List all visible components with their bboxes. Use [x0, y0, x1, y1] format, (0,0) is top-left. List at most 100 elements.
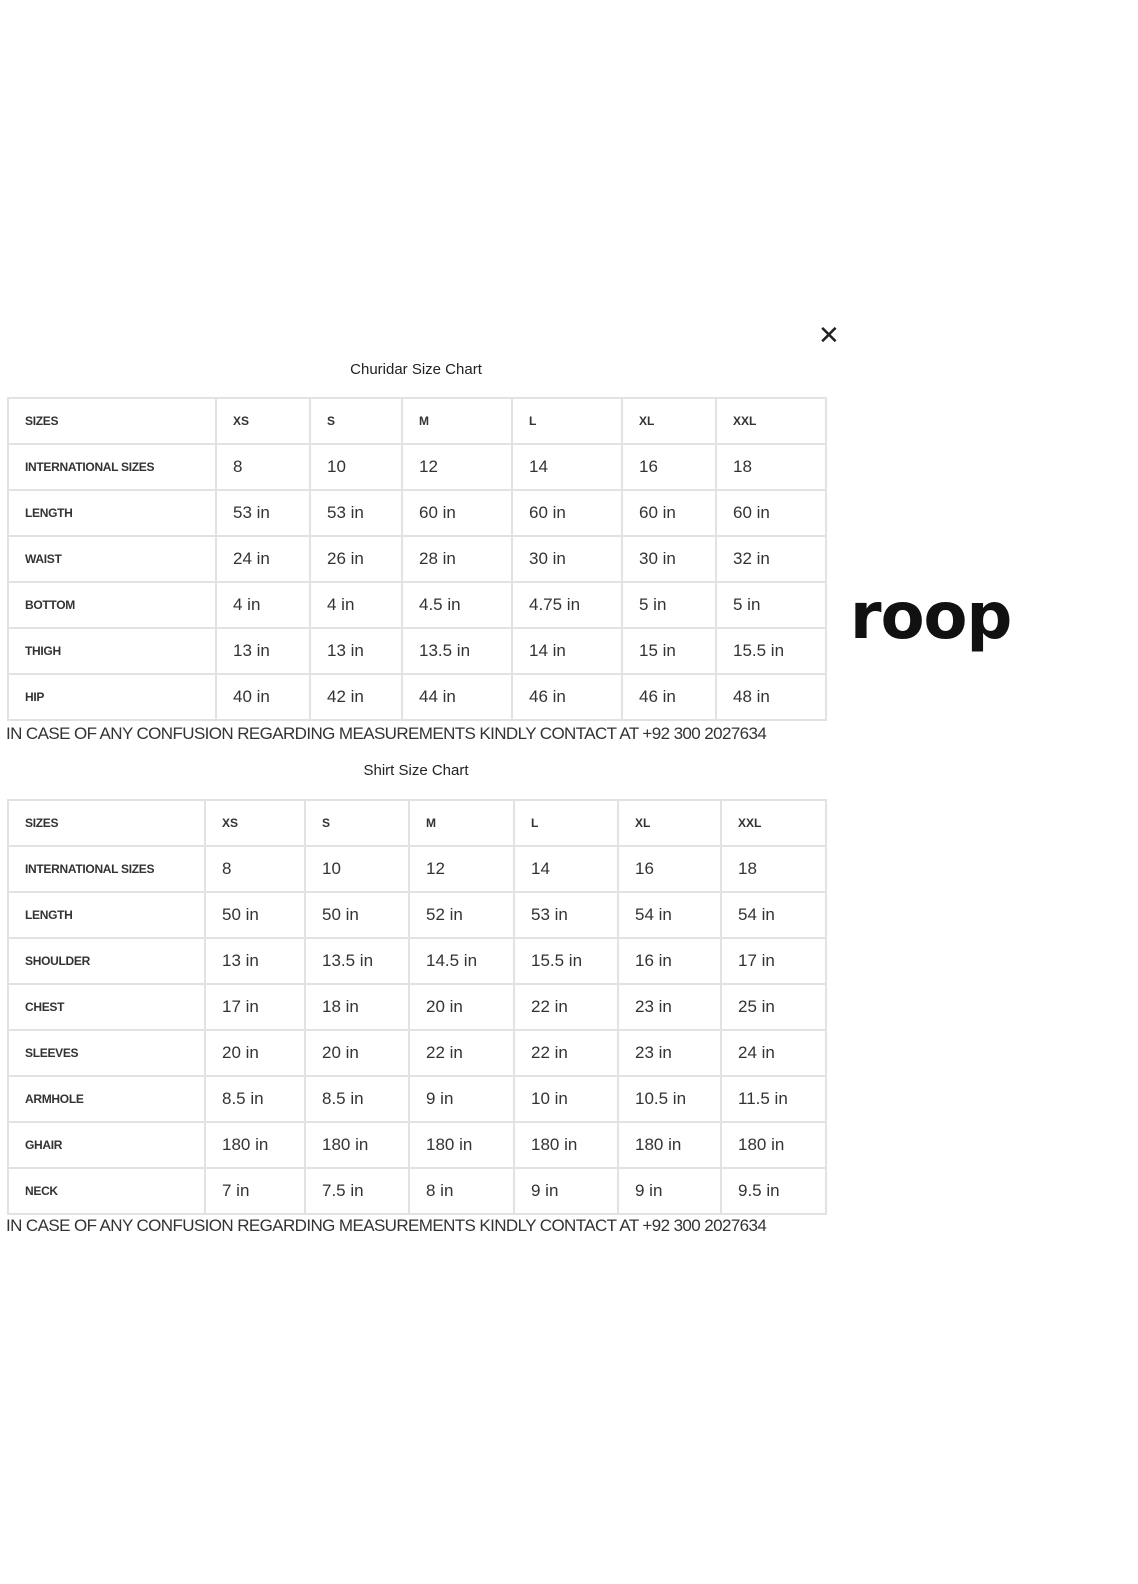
table-row: LENGTH 53 in 53 in 60 in 60 in 60 in 60 in [7, 489, 827, 537]
table-cell: 4.5 in [401, 581, 513, 629]
table-cell: 4 in [215, 581, 311, 629]
churidar-chart-title: Churidar Size Chart [350, 361, 482, 378]
table-cell: XL [621, 397, 717, 445]
table-cell: 20 in [304, 1029, 410, 1077]
close-icon[interactable]: ✕ [818, 320, 840, 350]
table-cell: 17 in [204, 983, 306, 1031]
table-cell: 20 in [408, 983, 515, 1031]
table-cell: 14 [513, 845, 619, 893]
table-cell: 24 in [720, 1029, 827, 1077]
table-row: BOTTOM 4 in 4 in 4.5 in 4.75 in 5 in 5 in [7, 581, 827, 629]
brand-logo: roop [850, 580, 1012, 654]
table-cell: 4.75 in [511, 581, 623, 629]
row-label: SHOULDER [7, 937, 206, 985]
table-row: CHEST 17 in 18 in 20 in 22 in 23 in 25 in [7, 983, 827, 1031]
table-cell: S [309, 397, 403, 445]
table-row: INTERNATIONAL SIZES 8 10 12 14 16 18 [7, 845, 827, 893]
table-cell: 60 in [401, 489, 513, 537]
table-cell: 5 in [621, 581, 717, 629]
table-cell: 13 in [215, 627, 311, 675]
table-cell: 22 in [513, 1029, 619, 1077]
table-cell: 20 in [204, 1029, 306, 1077]
table-cell: L [511, 397, 623, 445]
table-cell: 15.5 in [513, 937, 619, 985]
row-label: WAIST [7, 535, 217, 583]
row-label: LENGTH [7, 891, 206, 939]
table-cell: 10 in [513, 1075, 619, 1123]
table-cell: M [401, 397, 513, 445]
row-label: GHAIR [7, 1121, 206, 1169]
table-cell: 10 [304, 845, 410, 893]
table-cell: XXL [720, 799, 827, 847]
table-cell: 18 [715, 443, 827, 491]
table-cell: 13 in [309, 627, 403, 675]
table-row: NECK 7 in 7.5 in 8 in 9 in 9 in 9.5 in [7, 1167, 827, 1215]
table-cell: 46 in [511, 673, 623, 721]
table-header-row: SIZES XS S M L XL XXL [7, 799, 827, 847]
table-cell: 60 in [715, 489, 827, 537]
table-cell: M [408, 799, 515, 847]
table-cell: 8.5 in [204, 1075, 306, 1123]
table-cell: 7 in [204, 1167, 306, 1215]
shirt-contact-note: IN CASE OF ANY CONFUSION REGARDING MEASU… [6, 1216, 767, 1235]
table-cell: 8 [215, 443, 311, 491]
table-cell: 16 [621, 443, 717, 491]
table-cell: 13 in [204, 937, 306, 985]
table-cell: 13.5 in [401, 627, 513, 675]
table-cell: 53 in [215, 489, 311, 537]
table-cell: 48 in [715, 673, 827, 721]
table-cell: S [304, 799, 410, 847]
row-label: INTERNATIONAL SIZES [7, 443, 217, 491]
table-cell: 14 [511, 443, 623, 491]
row-label: INTERNATIONAL SIZES [7, 845, 206, 893]
row-label: ARMHOLE [7, 1075, 206, 1123]
table-cell: 18 [720, 845, 827, 893]
row-label: NECK [7, 1167, 206, 1215]
table-row: SLEEVES 20 in 20 in 22 in 22 in 23 in 24 in [7, 1029, 827, 1077]
shirt-size-table: SIZES XS S M L XL XXL INTERNATIONAL SIZES 8 10 12 1… [7, 799, 827, 1215]
table-cell: 46 in [621, 673, 717, 721]
row-label: HIP [7, 673, 217, 721]
table-cell: 42 in [309, 673, 403, 721]
table-cell: 16 [617, 845, 722, 893]
table-cell: 23 in [617, 983, 722, 1031]
table-cell: 28 in [401, 535, 513, 583]
table-row: THIGH 13 in 13 in 13.5 in 14 in 15 in 15.5 in [7, 627, 827, 675]
table-cell: 22 in [513, 983, 619, 1031]
table-row: HIP 40 in 42 in 44 in 46 in 46 in 48 in [7, 673, 827, 721]
table-cell: 180 in [408, 1121, 515, 1169]
table-cell: 53 in [513, 891, 619, 939]
table-cell: 180 in [304, 1121, 410, 1169]
table-row: WAIST 24 in 26 in 28 in 30 in 30 in 32 in [7, 535, 827, 583]
churidar-size-table: SIZES XS S M L XL XXL INTERNATIONAL SIZES 8 10 12 1… [7, 397, 827, 721]
table-cell: 7.5 in [304, 1167, 410, 1215]
table-cell: 60 in [621, 489, 717, 537]
table-header-row: SIZES XS S M L XL XXL [7, 397, 827, 445]
row-label: SIZES [7, 397, 217, 445]
shirt-chart-title: Shirt Size Chart [363, 762, 469, 779]
table-cell: 26 in [309, 535, 403, 583]
table-cell: 15 in [621, 627, 717, 675]
row-label: SLEEVES [7, 1029, 206, 1077]
table-cell: 9 in [617, 1167, 722, 1215]
table-cell: 53 in [309, 489, 403, 537]
table-cell: XS [215, 397, 311, 445]
table-cell: 8 [204, 845, 306, 893]
table-row: INTERNATIONAL SIZES 8 10 12 14 16 18 [7, 443, 827, 491]
table-cell: 8 in [408, 1167, 515, 1215]
table-cell: 60 in [511, 489, 623, 537]
table-cell: XL [617, 799, 722, 847]
table-cell: 32 in [715, 535, 827, 583]
table-cell: 12 [408, 845, 515, 893]
row-label: THIGH [7, 627, 217, 675]
table-row: LENGTH 50 in 50 in 52 in 53 in 54 in 54 in [7, 891, 827, 939]
table-cell: 4 in [309, 581, 403, 629]
row-label: BOTTOM [7, 581, 217, 629]
table-row: ARMHOLE 8.5 in 8.5 in 9 in 10 in 10.5 in 11.5 … [7, 1075, 827, 1123]
table-cell: 40 in [215, 673, 311, 721]
table-cell: 9 in [513, 1167, 619, 1215]
table-cell: 5 in [715, 581, 827, 629]
table-cell: 15.5 in [715, 627, 827, 675]
table-cell: 180 in [617, 1121, 722, 1169]
table-cell: 54 in [617, 891, 722, 939]
